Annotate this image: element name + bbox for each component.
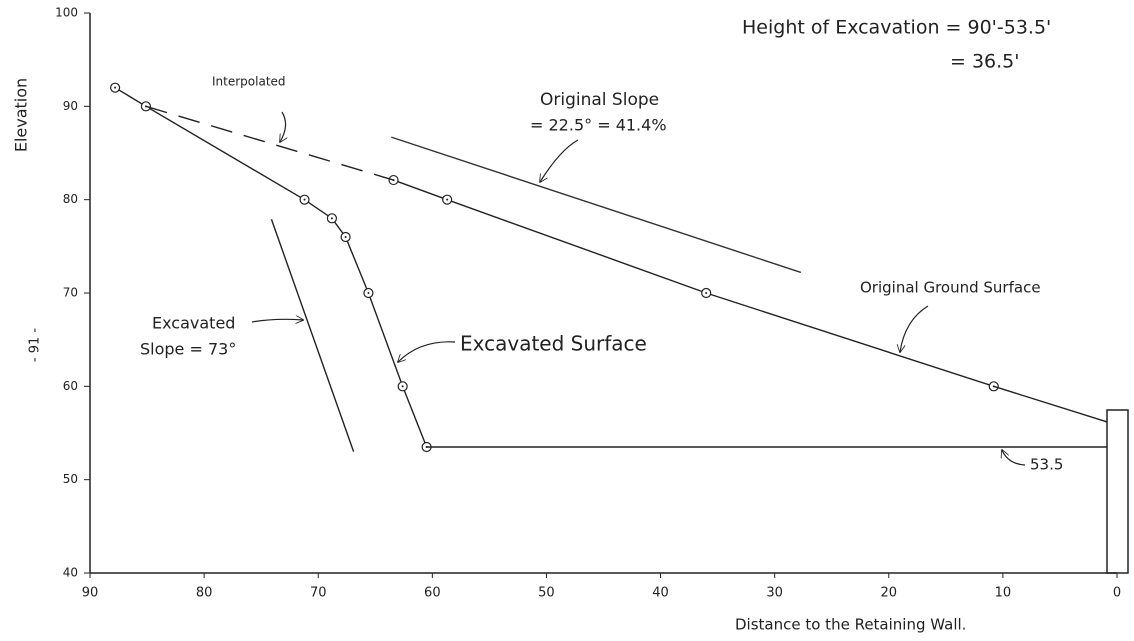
- x-tick-label: 0: [1113, 586, 1121, 601]
- series-line: [393, 179, 994, 387]
- point-dot: [367, 292, 370, 294]
- arrow: [398, 341, 456, 362]
- x-tick-label: 50: [538, 586, 555, 601]
- point-dot: [303, 198, 306, 201]
- annotation: Original Ground Surface: [860, 279, 1041, 297]
- annotation: Excavated: [152, 314, 235, 333]
- x-tick-label: 10: [995, 586, 1012, 601]
- y-tick-label: 40: [63, 566, 78, 580]
- x-tick-label: 80: [196, 586, 213, 601]
- point-dot: [114, 86, 117, 89]
- arrow: [540, 139, 579, 182]
- arrow: [280, 111, 286, 142]
- series-line: [114, 87, 428, 448]
- y-tick-label: 90: [63, 99, 78, 113]
- series-line: [145, 105, 394, 181]
- x-tick-label: 90: [82, 586, 99, 601]
- point-dot: [330, 217, 333, 220]
- retaining-wall: [1106, 409, 1129, 574]
- series-line: [391, 136, 802, 274]
- y-tick-label: 100: [55, 6, 78, 20]
- x-tick-label: 30: [766, 586, 783, 601]
- x-tick-label: 60: [424, 586, 441, 601]
- y-tick-label: 80: [63, 192, 78, 206]
- y-axis-label: Elevation: [12, 78, 31, 152]
- arrow: [1002, 450, 1026, 466]
- y-tick-label: 70: [63, 286, 78, 300]
- point-dot: [401, 385, 404, 388]
- annotation: Interpolated: [212, 75, 286, 89]
- y-tick-label: 60: [63, 379, 78, 393]
- point-dot: [344, 236, 347, 238]
- x-tick-label: 20: [881, 586, 898, 601]
- y-tick-label: 50: [63, 472, 78, 486]
- annotation: Height of Excavation = 90'-53.5': [742, 17, 1051, 39]
- x-tick-label: 40: [652, 586, 669, 601]
- point-dot: [446, 198, 449, 201]
- x-tick-label: 70: [310, 586, 327, 601]
- annotation: 53.5: [1030, 456, 1063, 474]
- series-line: [993, 385, 1107, 423]
- annotation: Excavated Surface: [460, 332, 647, 356]
- annotation: = 36.5': [950, 51, 1020, 73]
- arrow: [251, 319, 303, 322]
- annotation: Original Slope: [540, 90, 659, 110]
- annotation: = 22.5° = 41.4%: [530, 116, 667, 135]
- point-dot: [705, 292, 708, 294]
- arrow: [900, 305, 929, 352]
- series-line: [270, 219, 355, 452]
- page-number: - 91 -: [28, 328, 43, 362]
- x-axis-label: Distance to the Retaining Wall.: [735, 616, 966, 634]
- annotation: Slope = 73°: [140, 340, 236, 359]
